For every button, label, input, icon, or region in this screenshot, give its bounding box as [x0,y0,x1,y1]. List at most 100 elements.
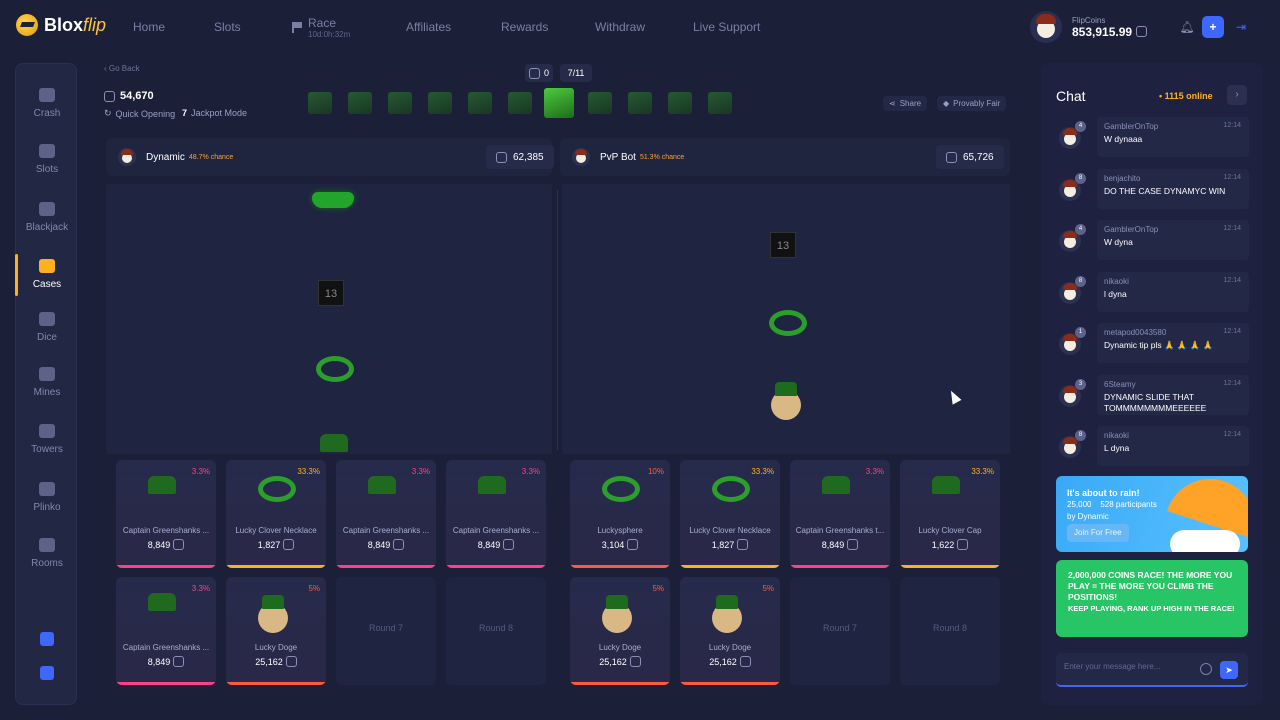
chest-icon [39,259,55,273]
quick-opening-toggle[interactable]: ↻ Quick Opening [104,108,176,119]
chat-username[interactable]: nikaoki [1104,276,1129,286]
level-badge: 4 [1075,224,1086,235]
case-thumb [348,92,372,114]
jackpot-mode-toggle[interactable]: 7 Jackpot Mode [182,108,248,118]
player-avatar [118,148,136,166]
coin-icon [496,151,507,163]
item-value-text: 3,104 [601,539,625,550]
drop-chance: 3.3% [191,467,210,476]
plinko-icon [39,482,55,496]
item-block: 13 [770,232,796,258]
shield-icon[interactable] [40,632,54,646]
wallet[interactable]: FlipCoins 853,915.99 [1030,11,1148,43]
chat-text: L dyna [1104,443,1130,453]
chat-input[interactable] [1064,662,1194,671]
item-value-text: 25,162 [709,656,737,667]
round-label: Round 7 [368,623,404,633]
item-value: 8,849 [446,539,546,550]
level-badge: 1 [1075,327,1086,338]
chat-username[interactable]: metapod0043580 [1104,328,1167,337]
drop-chance: 3.3% [521,467,540,476]
chat-avatar[interactable] [1059,436,1081,458]
nav-withdraw[interactable]: Withdraw [595,20,646,34]
player-avatar [572,148,590,166]
player-bar-1: Dynamic 48.7% chance 62,385 [106,138,554,176]
sidebar-item-dice[interactable]: Dice [16,312,78,343]
drop-chance: 33.3% [297,467,320,476]
cards-icon [39,202,55,216]
send-button[interactable]: ➤ [1220,661,1238,679]
item-value-text: 8,849 [821,539,845,550]
chat-username[interactable]: GamblerOnTop [1104,122,1159,131]
item-name: Lucky Clover Necklace [235,526,317,535]
item-card: 5% Lucky Doge 25,162 [680,577,780,685]
case-thumb [468,92,492,114]
chat-avatar[interactable] [1059,127,1081,149]
provably-fair-button[interactable]: ◆ Provably Fair [937,96,1007,111]
rocket-icon [39,88,55,102]
join-rain-button[interactable]: Join For Free [1067,524,1129,542]
chat-text: DYNAMIC SLIDE THAT TOMMMMMMMMEEEEEE [1104,391,1207,413]
chat-username[interactable]: benjachito [1104,173,1141,183]
case-battle: ‹ Go Back 0 7/11 54,670 ↻ Quick Opening 7… [100,60,1015,720]
rain-title: It's about to rain! [1067,488,1140,498]
item-value-text: 8,849 [147,656,171,667]
drop-chance: 5% [652,584,664,593]
item-name: Captain Greenshanks ... [122,526,210,535]
sidebar-item-slots[interactable]: Slots [16,144,78,175]
cloud-icon [1170,530,1240,552]
go-back-link[interactable]: ‹ Go Back [104,64,140,73]
item-card: 3.3% Captain Greenshanks ... 8,849 [336,460,436,568]
logout-icon[interactable]: ⇥ [1235,20,1247,34]
chat-avatar[interactable] [1059,178,1081,201]
item-name: Lucky Clover Necklace [689,526,771,535]
sidebar-item-towers[interactable]: Towers [16,424,78,455]
level-badge: 8 [1075,172,1086,184]
logo[interactable]: Bloxflip [16,14,106,36]
chat-message: 4 GamblerOnTop 12:14 W dynaaa [1055,117,1251,165]
coin-icon [847,539,859,550]
chat-username[interactable]: 6Steamy [1104,379,1136,389]
emoji-icon[interactable] [1200,663,1212,675]
chat-username[interactable]: GamblerOnTop [1104,225,1159,234]
sidebar-item-blackjack[interactable]: Blackjack [16,202,78,233]
item-name: Lucky Doge [254,643,298,652]
rarity-bar [226,565,326,568]
nav-race[interactable]: Race 10d:0h:32m [292,16,350,39]
item-block: 13 [318,280,344,306]
nav-live-support[interactable]: Live Support [693,20,761,34]
nav-rewards[interactable]: Rewards [501,20,549,34]
nav-affiliates[interactable]: Affiliates [406,20,452,34]
share-button[interactable]: ⋖ Share [883,96,928,111]
nav-slots[interactable]: Slots [214,20,241,34]
nav-home[interactable]: Home [133,20,166,34]
chat-avatar[interactable] [1059,333,1081,355]
sidebar-item-cases[interactable]: Cases [16,259,78,290]
player-value: 65,726 [936,145,1004,169]
chat-avatar[interactable] [1059,230,1081,252]
chevron-right-icon[interactable]: › [1227,85,1247,105]
sidebar-item-rooms[interactable]: Rooms [16,538,78,569]
refresh-icon: ↻ [104,108,112,118]
logo-icon [16,14,38,36]
item-name: Lucky Doge [708,643,752,652]
rarity-bar [226,682,326,685]
race-banner[interactable]: 2,000,000 COINS RACE! THE MORE YOU PLAY … [1056,560,1248,637]
rarity-bar [336,565,436,568]
chat-avatar[interactable] [1059,281,1081,304]
round-label: Round 8 [478,623,514,633]
sidebar-item-plinko[interactable]: Plinko [16,482,78,513]
discord-icon[interactable] [40,666,54,680]
user-avatar[interactable] [1030,11,1062,43]
plus-icon[interactable]: + [1202,16,1224,38]
sidebar: Crash Slots Blackjack Cases Dice Mines T… [15,63,77,705]
bell-icon[interactable]: 🔔︎ [1179,20,1195,34]
chat-username[interactable]: nikaoki [1104,431,1129,440]
chat-text: W dyna [1104,237,1133,247]
coin-icon [1136,26,1148,37]
chat-avatar[interactable] [1059,384,1081,407]
rarity-bar [570,565,670,568]
sidebar-item-crash[interactable]: Crash [16,88,78,119]
sidebar-item-mines[interactable]: Mines [16,367,78,398]
tower-icon [39,424,55,438]
